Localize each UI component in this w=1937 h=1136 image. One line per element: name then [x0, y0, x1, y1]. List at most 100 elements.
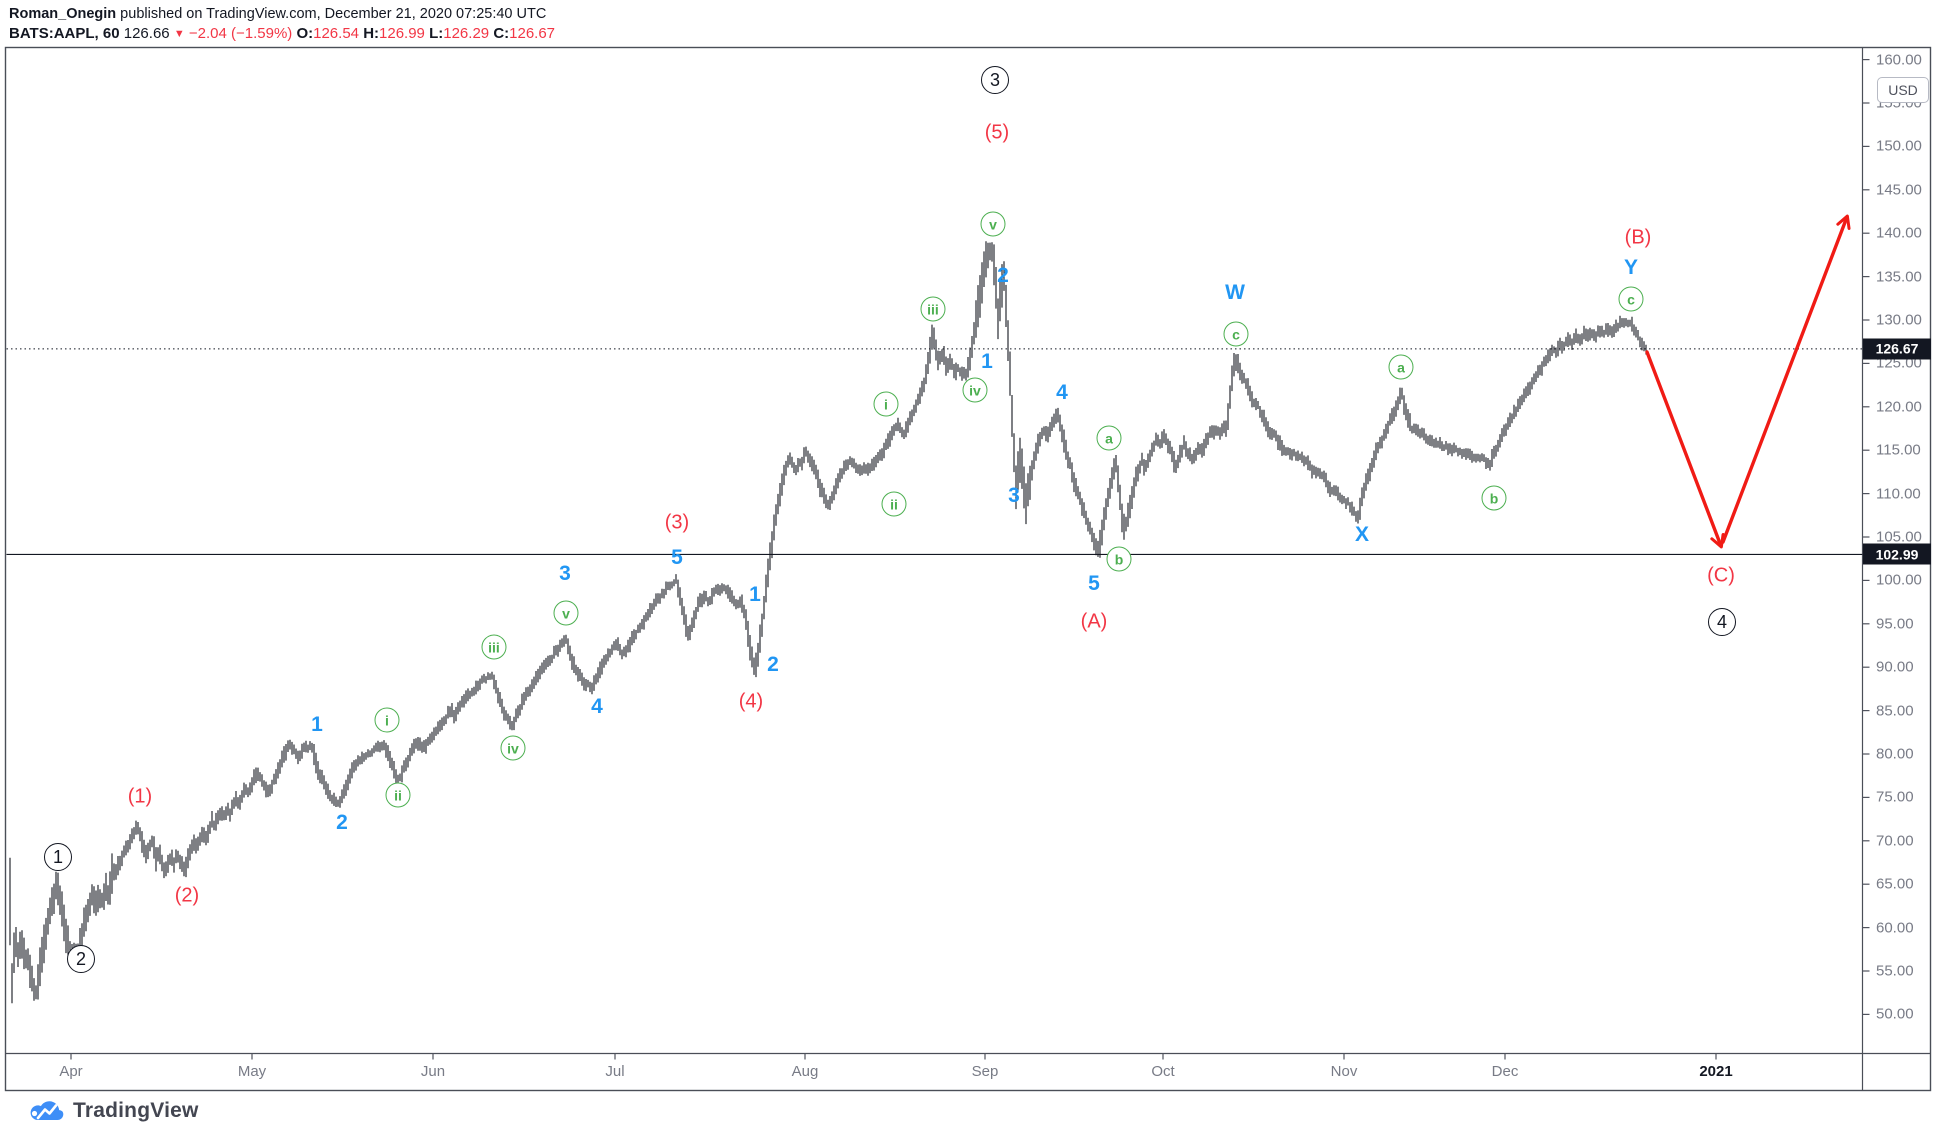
wave-label-minor: 1	[311, 713, 323, 736]
price-tick-label: 75.00	[1876, 788, 1914, 806]
wave-label-minute-circle: ii	[385, 782, 411, 808]
projection-arrow	[1645, 214, 1851, 549]
wave-label-minor: 3	[1008, 484, 1020, 507]
key-level-badge: 102.99	[1863, 543, 1931, 565]
wave-label-minute-circle: iii	[920, 296, 946, 322]
time-tick-label: May	[237, 1063, 267, 1080]
time-tick-label: Dec	[1491, 1063, 1519, 1080]
wave-label-minor: 3	[559, 562, 571, 585]
wave-label-minor: 1	[981, 350, 993, 373]
wave-label-intermediate: (2)	[174, 884, 200, 907]
price-tick-label: 120.00	[1876, 398, 1922, 416]
high-value: 126.99	[379, 25, 425, 42]
wave-label-minute-circle: c	[1618, 286, 1644, 312]
price-tick-label: 95.00	[1876, 615, 1914, 633]
symbol-interval[interactable]: BATS:AAPL, 60	[9, 25, 120, 42]
price-tick-label: 110.00	[1876, 485, 1921, 503]
price-tick-label: 65.00	[1876, 875, 1914, 893]
time-tick-label: Apr	[59, 1063, 83, 1080]
wave-label-minute-circle: iii	[481, 634, 507, 660]
price-tick-label: 50.00	[1876, 1005, 1914, 1023]
wave-label-primary-circle: 1	[44, 843, 72, 871]
price-tick-label: 115.00	[1876, 441, 1921, 459]
price-series-bars	[9, 241, 1647, 1004]
price-tick-label: 70.00	[1876, 832, 1914, 850]
byline: Roman_Onegin published on TradingView.co…	[9, 4, 546, 24]
wave-label-minor: 5	[671, 546, 683, 569]
currency-unit-button[interactable]: USD	[1877, 77, 1929, 103]
currency-unit-label: USD	[1888, 82, 1918, 98]
wave-label-minute-circle: iv	[962, 377, 988, 403]
time-tick-label: Jun	[420, 1063, 446, 1080]
price-tick-label: 105.00	[1876, 528, 1922, 546]
wave-label-intermediate: (5)	[984, 121, 1010, 144]
symbol-status-line: BATS:AAPL, 60 126.66 ▼ −2.04 (−1.59%) O:…	[9, 25, 555, 43]
wave-label-intermediate: (4)	[738, 690, 764, 713]
tradingview-cloud-icon	[30, 1101, 64, 1120]
wave-label-minute-circle: a	[1096, 425, 1122, 451]
price-change: −2.04 (−1.59%)	[188, 25, 293, 42]
wave-label-minute-circle: b	[1106, 546, 1132, 572]
price-tick-label: 100.00	[1876, 571, 1922, 589]
wave-label-intermediate: (1)	[127, 785, 153, 808]
price-tick-label: 160.00	[1876, 51, 1922, 69]
time-tick-label: Aug	[791, 1063, 819, 1080]
time-tick-label: Jul	[605, 1063, 625, 1080]
wave-label-minute-circle: i	[873, 391, 899, 417]
wave-label-intermediate: (C)	[1707, 564, 1735, 587]
open-value: 126.54	[313, 25, 360, 42]
last-price-badge: 126.67	[1863, 338, 1931, 360]
time-tick-label: 2021	[1699, 1063, 1733, 1080]
wave-label-minor: 1	[749, 583, 761, 606]
author-link[interactable]: Roman_Onegin	[9, 6, 117, 22]
price-level-lines	[6, 348, 1863, 555]
low-label: L:	[429, 25, 444, 42]
time-tick-label: Oct	[1151, 1063, 1175, 1080]
wave-label-intermediate: (A)	[1080, 610, 1108, 633]
wave-label-minor: Y	[1623, 256, 1639, 279]
wave-label-minute-circle: ii	[881, 491, 907, 517]
price-tick-label: 145.00	[1876, 181, 1922, 199]
wave-label-primary-circle: 4	[1708, 608, 1736, 636]
low-value: 126.29	[443, 25, 490, 42]
wave-label-minute-circle: b	[1481, 485, 1507, 511]
wave-label-minute-circle: v	[980, 211, 1006, 237]
price-tick-label: 140.00	[1876, 224, 1922, 242]
price-tick-label: 60.00	[1876, 919, 1914, 937]
wave-label-minor: 4	[591, 695, 603, 718]
wave-label-minor: 4	[1056, 381, 1068, 404]
wave-label-primary-circle: 3	[981, 66, 1009, 94]
price-tick-label: 90.00	[1876, 658, 1914, 676]
wave-label-minor: 2	[336, 811, 348, 834]
tradingview-logo-text: TradingView	[73, 1098, 199, 1122]
chart-frame	[4, 46, 1932, 1092]
last-price: 126.66	[123, 25, 170, 42]
wave-label-minute-circle: c	[1223, 321, 1249, 347]
price-tick-label: 150.00	[1876, 137, 1922, 155]
wave-label-intermediate: (B)	[1624, 226, 1652, 249]
price-down-triangle-icon: ▼	[173, 28, 185, 40]
time-tick-label: Nov	[1330, 1063, 1358, 1080]
close-value: 126.67	[509, 25, 556, 42]
high-label: H:	[363, 25, 380, 42]
wave-label-minor: 2	[767, 653, 779, 676]
byline-text: published on TradingView.com, December 2…	[116, 6, 547, 22]
wave-label-minute-circle: v	[553, 600, 579, 626]
close-label: C:	[493, 25, 510, 42]
price-tick-label: 130.00	[1876, 311, 1922, 329]
price-tick-label: 135.00	[1876, 268, 1922, 286]
wave-label-intermediate: (3)	[664, 511, 690, 534]
open-label: O:	[296, 25, 314, 42]
price-tick-label: 55.00	[1876, 962, 1914, 980]
tradingview-logo[interactable]: TradingView	[22, 1095, 199, 1126]
wave-label-primary-circle: 2	[67, 945, 95, 973]
wave-label-minor: X	[1354, 523, 1370, 546]
price-tick-label: 80.00	[1876, 745, 1914, 763]
wave-label-minor: 5	[1088, 572, 1100, 595]
wave-label-minor: W	[1225, 281, 1245, 304]
time-tick-label: Sep	[971, 1063, 999, 1080]
wave-label-minute-circle: iv	[500, 735, 526, 761]
wave-label-minute-circle: a	[1388, 354, 1414, 380]
